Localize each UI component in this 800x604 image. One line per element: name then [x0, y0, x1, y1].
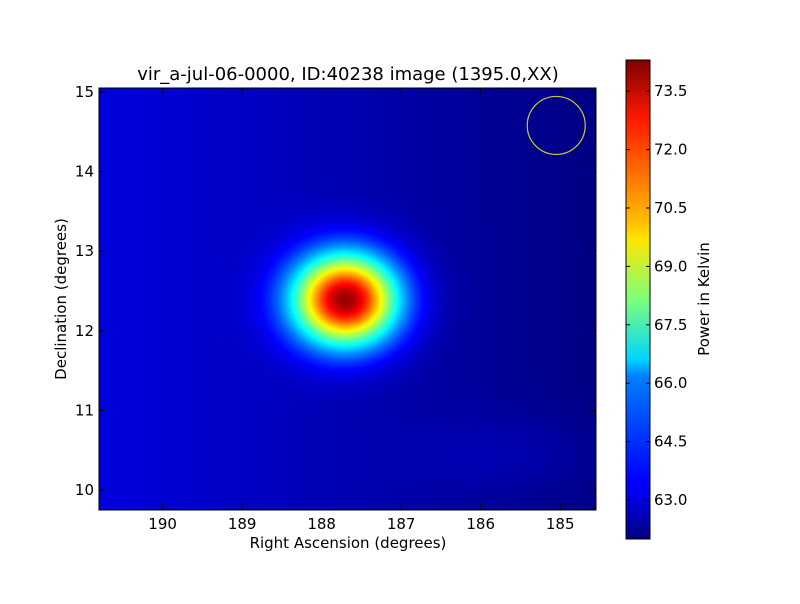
colorbar-tick-label: 66.0	[654, 374, 687, 392]
colorbar-tick-label: 69.0	[654, 257, 687, 275]
colorbar-tick-label: 63.0	[654, 491, 687, 509]
y-tick-label: 10	[75, 481, 94, 499]
x-tick-label: 185	[546, 515, 575, 533]
y-tick-label: 13	[75, 242, 94, 260]
plot-frame	[98, 87, 597, 511]
y-tick-label: 14	[75, 163, 94, 181]
colorbar-ticks: 63.0 64.5 66.0 67.5 69.0 70.5 72.0 73.5	[626, 82, 687, 509]
beam-circle	[526, 95, 586, 156]
colorbar-label: Power in Kelvin	[695, 242, 713, 356]
x-tick-label: 189	[228, 515, 257, 533]
chart-title: vir_a-jul-06-0000, ID:40238 image (1395.…	[137, 64, 559, 85]
x-tick-label: 188	[307, 515, 336, 533]
y-tick-label: 15	[75, 83, 94, 101]
y-axis: 10 11 12 13 14 15	[75, 83, 596, 499]
x-tick-label: 187	[387, 515, 416, 533]
x-tick-label: 190	[148, 515, 177, 533]
y-tick-label: 12	[75, 322, 94, 340]
y-tick-label: 11	[75, 401, 94, 419]
heatmap-image	[99, 88, 596, 510]
colorbar-tick-label: 72.0	[654, 141, 687, 159]
colorbar-tick-label: 67.5	[654, 316, 687, 334]
colorbar-tick-label: 70.5	[654, 199, 687, 217]
y-axis-label: Declination (degrees)	[52, 218, 70, 380]
colorbar-tick-label: 73.5	[654, 82, 687, 100]
x-axis: 190 189 188 187 186 185	[148, 88, 575, 533]
x-tick-label: 186	[466, 515, 495, 533]
x-axis-label: Right Ascension (degrees)	[250, 534, 447, 552]
colorbar-tick-label: 64.5	[654, 433, 687, 451]
colorbar	[625, 59, 651, 540]
